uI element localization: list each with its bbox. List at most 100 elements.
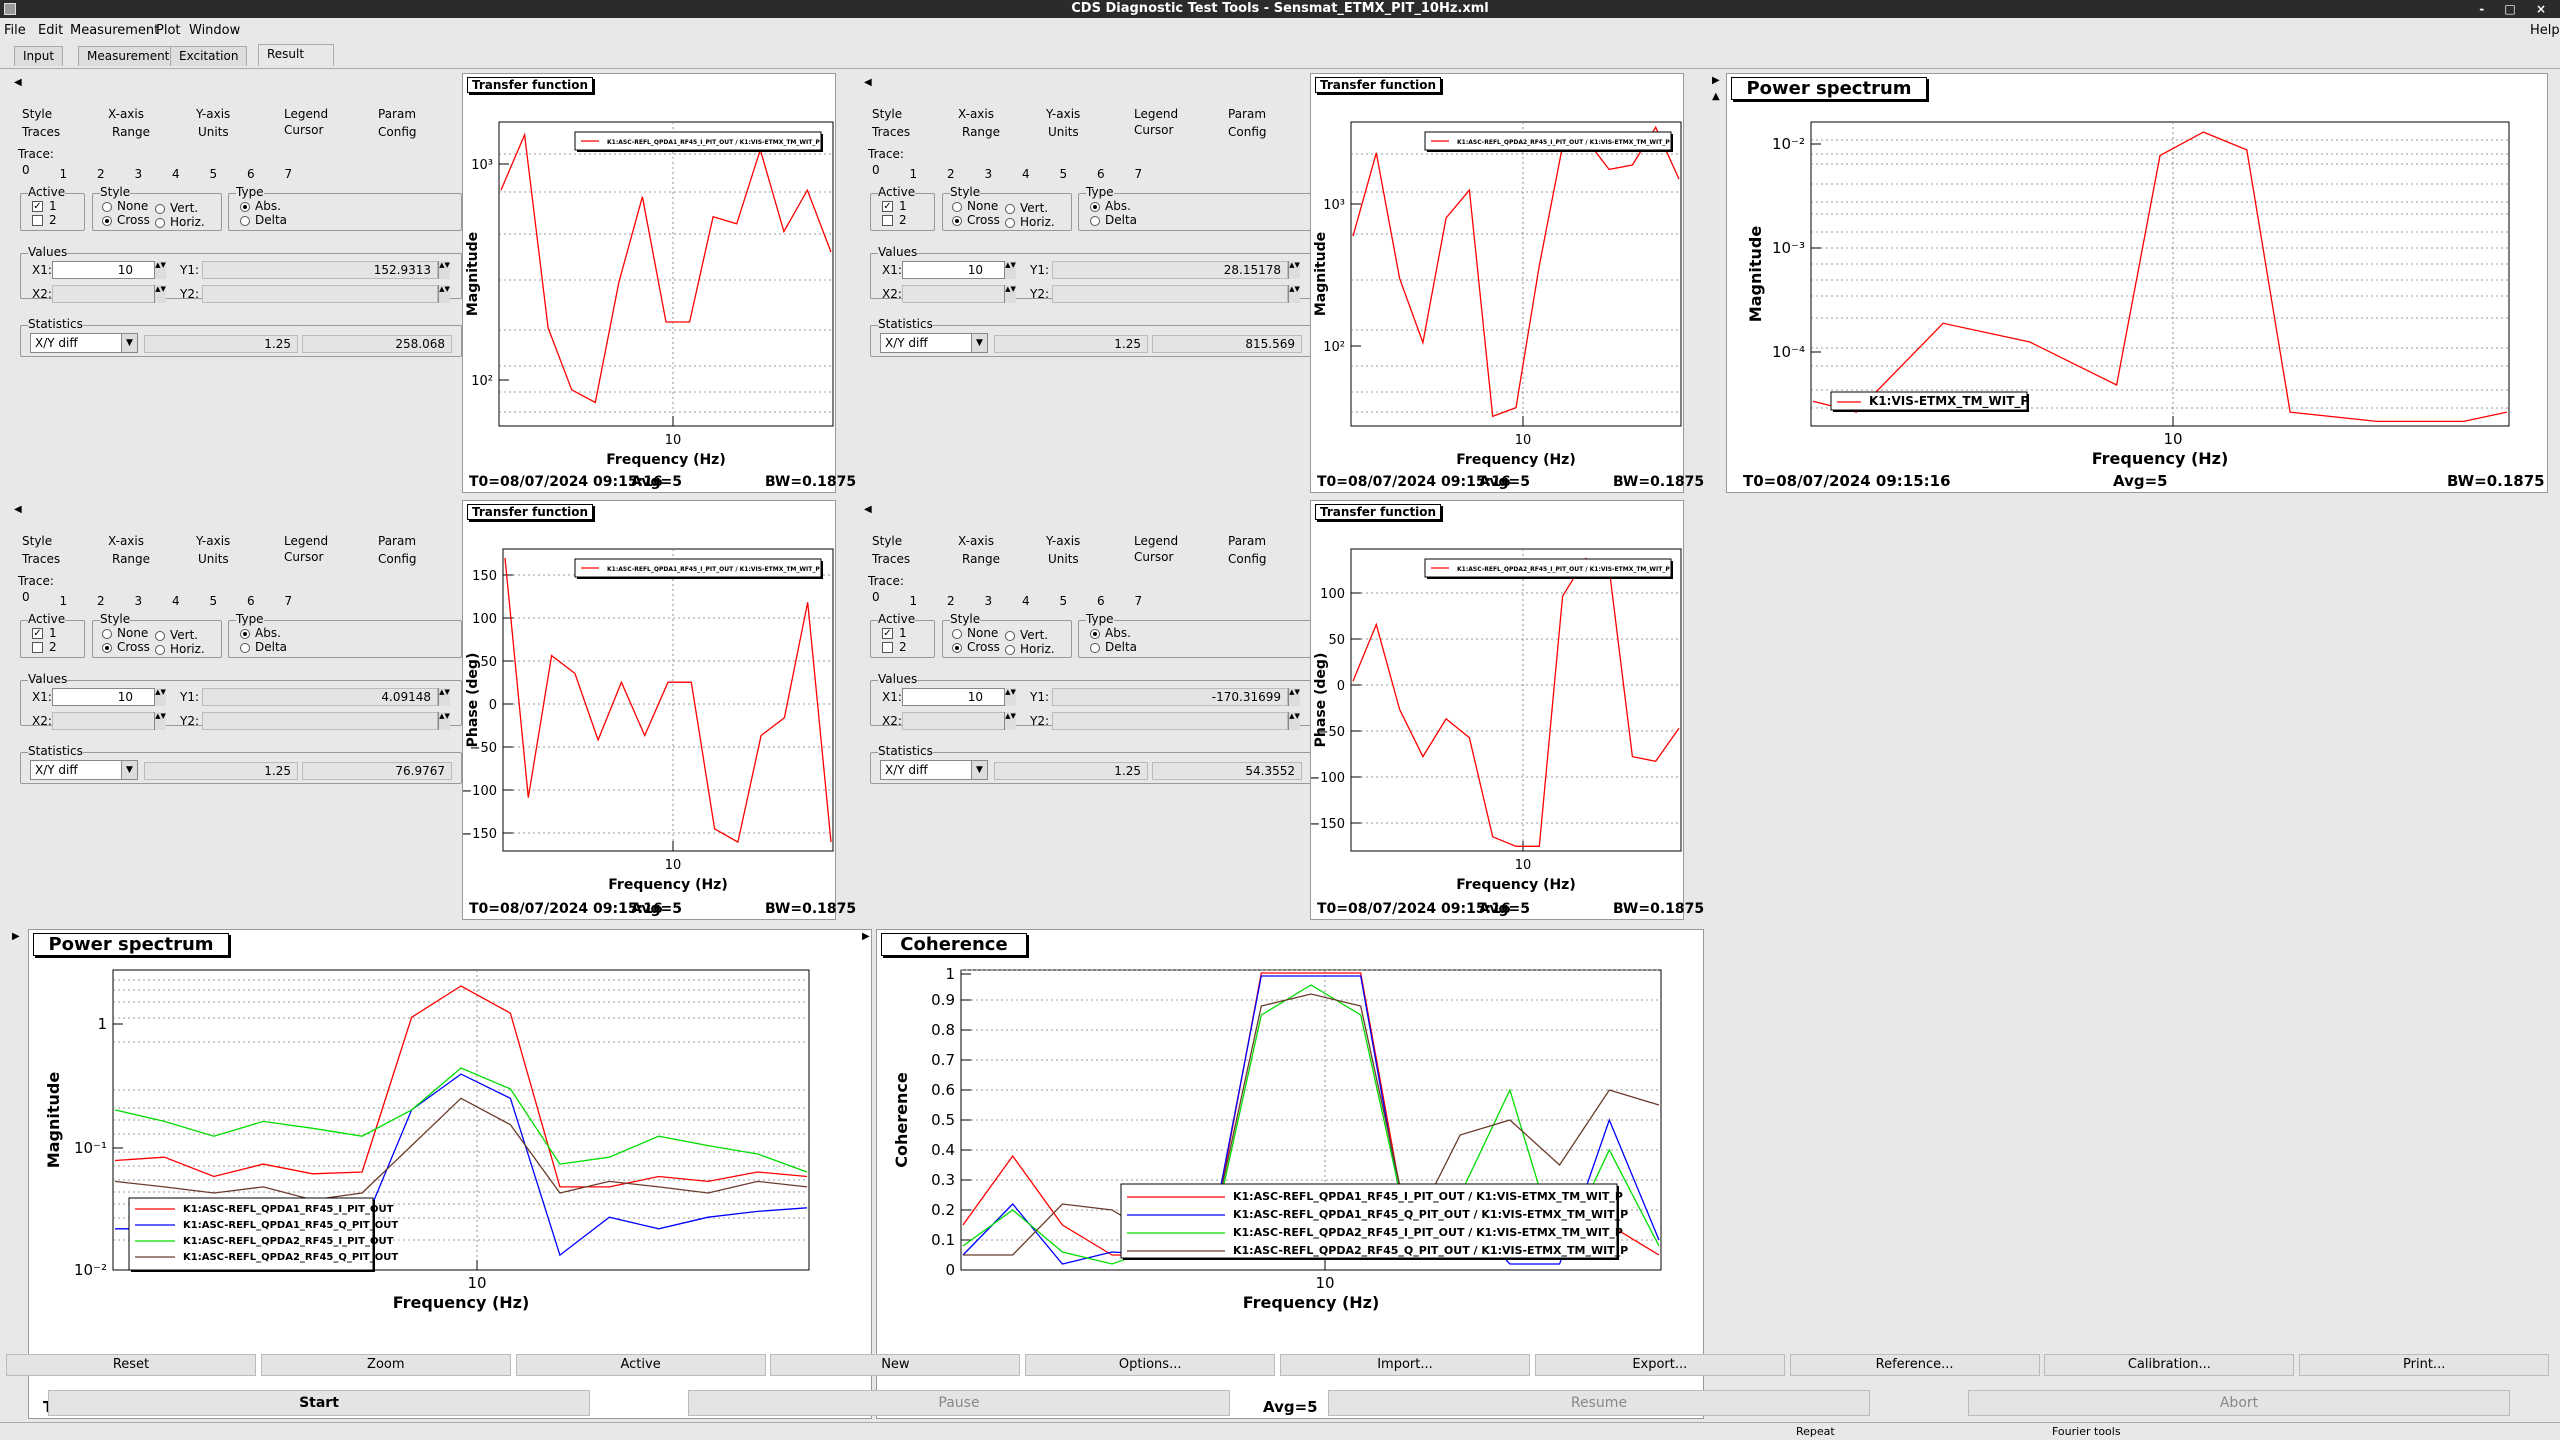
y1-value[interactable]: -170.31699 [1052, 688, 1288, 706]
legend-box[interactable] [1424, 558, 1672, 578]
y2-value[interactable] [1052, 712, 1288, 730]
trace-tab[interactable]: 2 [97, 594, 105, 608]
option-tab-units[interactable]: Units [198, 552, 229, 566]
style-radio[interactable]: Vert. [155, 201, 198, 215]
radio-icon[interactable] [102, 628, 112, 639]
y1-spinner[interactable]: ▲▼ [438, 688, 450, 706]
option-tab-x-axis[interactable]: X-axis [958, 534, 994, 548]
trace-tab[interactable]: 5 [1059, 594, 1068, 608]
pause-button[interactable]: Pause [688, 1390, 1230, 1416]
radio-icon[interactable] [1005, 203, 1015, 214]
collapse-arrow-icon[interactable]: ◀ [864, 504, 872, 515]
style-radio[interactable]: Vert. [155, 628, 198, 642]
style-radio[interactable]: Horiz. [155, 215, 205, 229]
radio-icon[interactable] [1005, 630, 1015, 641]
plot-canvas[interactable]: 10³ 10² 10 Frequency (Hz) Magnitude K1:ASC-RE… [463, 74, 837, 494]
menu-measurement[interactable]: Measurement [70, 23, 160, 38]
window-controls[interactable]: - □ × [2479, 2, 2554, 16]
y2-value[interactable] [202, 712, 438, 730]
trace-tab[interactable]: 6 [1097, 167, 1105, 181]
option-tab-units[interactable]: Units [1048, 552, 1079, 566]
y1-spinner[interactable]: ▲▼ [1288, 688, 1300, 706]
y1-value[interactable]: 152.9313 [202, 261, 438, 279]
new-button[interactable]: New [770, 1354, 1021, 1376]
active-checkbox[interactable]: ✓ 1 [882, 626, 907, 640]
option-tab-y-axis[interactable]: Y-axis [1046, 534, 1081, 548]
active-checkbox[interactable]: 2 [32, 640, 57, 654]
y2-spinner[interactable]: ▲▼ [1288, 285, 1300, 303]
radio-icon[interactable] [1005, 644, 1015, 655]
radio-icon[interactable] [1090, 215, 1100, 226]
option-tab-range[interactable]: Range [962, 125, 1001, 139]
style-radio[interactable]: Horiz. [155, 642, 205, 656]
option-tab-units[interactable]: Units [198, 125, 229, 139]
active-checkbox[interactable]: 2 [32, 213, 57, 227]
collapse-arrow-icon[interactable]: ▶ [1712, 75, 1720, 86]
option-tab-cursor[interactable]: Cursor [284, 123, 324, 137]
style-radio[interactable]: Cross [102, 213, 150, 227]
option-tab-config[interactable]: Config [1228, 552, 1267, 566]
radio-icon[interactable] [155, 203, 165, 214]
import-button[interactable]: Import... [1280, 1354, 1530, 1376]
radio-icon[interactable] [952, 628, 962, 639]
type-radio[interactable]: Abs. [240, 199, 281, 213]
style-radio[interactable]: None [102, 626, 148, 640]
menu-file[interactable]: File [4, 23, 26, 38]
trace-tab[interactable]: 7 [284, 594, 293, 608]
tab-excitation[interactable]: Excitation [170, 46, 248, 66]
y2-spinner[interactable]: ▲▼ [438, 285, 450, 303]
resume-button[interactable]: Resume [1328, 1390, 1870, 1416]
option-tab-cursor[interactable]: Cursor [1134, 123, 1174, 137]
option-tab-config[interactable]: Config [378, 552, 417, 566]
trace-tab[interactable]: 3 [984, 167, 993, 181]
option-tab-legend[interactable]: Legend [284, 107, 329, 121]
option-tab-x-axis[interactable]: X-axis [958, 107, 994, 121]
chevron-down-icon[interactable]: ▼ [121, 334, 137, 352]
trace-tab[interactable]: 4 [172, 594, 180, 608]
x2-spinner[interactable]: ▲▼ [154, 285, 166, 303]
trace-tab[interactable]: 5 [209, 167, 218, 181]
y2-value[interactable] [202, 285, 438, 303]
trace-tab[interactable]: 5 [1059, 167, 1068, 181]
type-radio[interactable]: Delta [1090, 213, 1137, 227]
x2-input[interactable] [902, 712, 1006, 730]
option-tab-param[interactable]: Param [378, 107, 417, 121]
legend-box[interactable] [1120, 1183, 1618, 1259]
collapse-arrow-icon[interactable]: ▶ [862, 931, 870, 942]
option-tab-traces[interactable]: Traces [872, 125, 911, 139]
active-checkbox[interactable]: ✓ 1 [882, 199, 907, 213]
trace-tab[interactable]: 7 [1134, 594, 1143, 608]
option-tab-param[interactable]: Param [378, 534, 417, 548]
trace-tab[interactable]: 3 [134, 167, 143, 181]
checkbox-icon[interactable] [32, 215, 43, 226]
statistics-select[interactable]: X/Y diff ▼ [880, 760, 988, 780]
option-tab-style[interactable]: Style [872, 534, 903, 548]
type-radio[interactable]: Delta [240, 640, 287, 654]
trace-tab[interactable]: 5 [209, 594, 218, 608]
option-tab-legend[interactable]: Legend [1134, 107, 1179, 121]
option-tab-legend[interactable]: Legend [1134, 534, 1179, 548]
option-tab-y-axis[interactable]: Y-axis [196, 107, 231, 121]
legend-box[interactable] [1424, 131, 1672, 151]
option-tab-range[interactable]: Range [962, 552, 1001, 566]
plot-canvas[interactable]: 100 50 0 −50 −100 −150 10 Frequency (Hz) Phase (… [1311, 501, 1685, 921]
style-radio[interactable]: None [102, 199, 148, 213]
statistics-select[interactable]: X/Y diff ▼ [30, 760, 138, 780]
y2-spinner[interactable]: ▲▼ [438, 712, 450, 730]
trace-tab[interactable]: 4 [172, 167, 180, 181]
radio-icon[interactable] [952, 201, 962, 212]
window-icon[interactable] [4, 3, 16, 15]
radio-icon[interactable] [1090, 628, 1100, 639]
trace-tab[interactable]: 6 [247, 167, 255, 181]
option-tab-traces[interactable]: Traces [872, 552, 911, 566]
radio-icon[interactable] [155, 630, 165, 641]
active-checkbox[interactable]: 2 [882, 640, 907, 654]
x2-input[interactable] [52, 285, 156, 303]
radio-icon[interactable] [155, 217, 165, 228]
plot-canvas[interactable]: 150 100 50 0 −50 −100 −150 10 Frequency (Hz) Phas… [463, 501, 837, 921]
option-tab-range[interactable]: Range [112, 552, 151, 566]
checkbox-icon[interactable]: ✓ [32, 628, 43, 639]
legend-box[interactable] [574, 131, 822, 151]
type-radio[interactable]: Delta [240, 213, 287, 227]
radio-icon[interactable] [155, 644, 165, 655]
